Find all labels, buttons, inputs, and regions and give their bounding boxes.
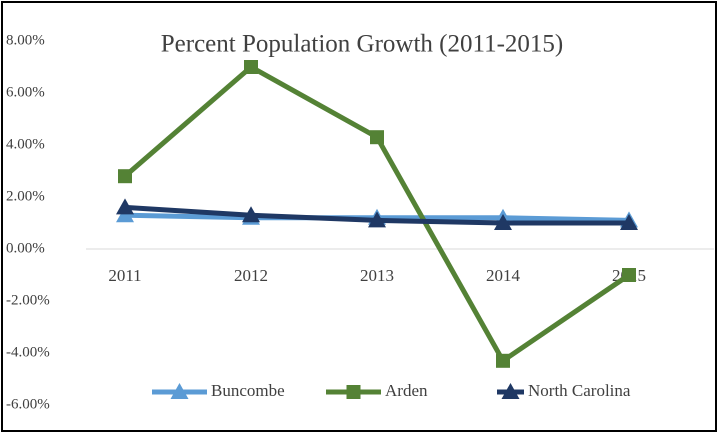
marker <box>116 198 134 215</box>
marker <box>370 130 384 145</box>
marker <box>244 60 258 74</box>
x-tick-label: 2012 <box>234 266 268 285</box>
chart-title: Percent Population Growth (2011-2015) <box>161 31 563 58</box>
y-tick-label: 2.00% <box>6 188 45 204</box>
y-tick-label: -6.00% <box>6 396 50 412</box>
y-tick-label: -4.00% <box>6 344 50 360</box>
marker <box>368 211 386 228</box>
marker <box>170 383 189 399</box>
y-tick-label: 6.00% <box>6 84 45 100</box>
marker <box>496 353 510 368</box>
y-tick-label: 4.00% <box>6 136 45 152</box>
marker <box>622 268 636 282</box>
x-tick-label: 2011 <box>108 266 141 285</box>
marker <box>242 206 260 223</box>
marker <box>501 383 520 399</box>
marker <box>118 169 132 184</box>
y-tick-label: -2.00% <box>6 292 50 308</box>
legend-label: North Carolina <box>528 381 631 400</box>
marker <box>620 214 638 230</box>
legend-label: Buncombe <box>211 381 285 400</box>
legend-label: Arden <box>385 381 428 400</box>
x-tick-label: 2013 <box>360 266 394 285</box>
marker <box>494 214 512 230</box>
y-tick-label: 8.00% <box>6 32 45 48</box>
marker <box>346 385 361 399</box>
x-tick-label: 2014 <box>486 266 521 285</box>
y-tick-label: 0.00% <box>6 240 45 256</box>
